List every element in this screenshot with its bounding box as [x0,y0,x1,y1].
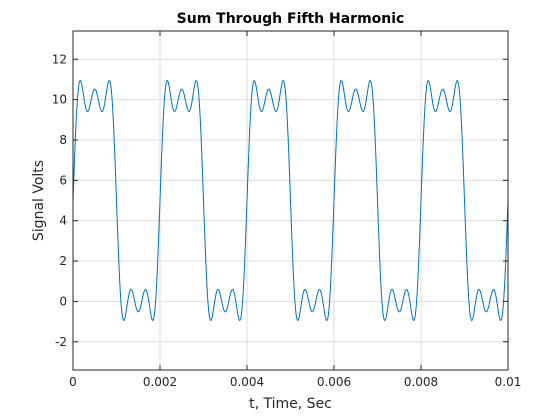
y-tick-label: 2 [59,254,67,268]
x-tick-label: 0.004 [230,375,264,389]
x-tick-label: 0 [69,375,77,389]
y-axis-label: Signal Volts [31,160,47,241]
ticks: 0 0.002 0.004 0.006 0.008 0.01 -2 0 2 4 6 8 10 12 [52,31,522,389]
x-tick-label: 0.01 [495,375,522,389]
x-tick-label: 0.006 [317,375,351,389]
x-axis-label: t, Time, Sec [249,396,332,412]
y-tick-label: 12 [52,52,67,66]
y-tick-label: 0 [59,294,67,308]
y-tick-label: 10 [52,93,67,107]
y-tick-label: 8 [59,133,67,147]
x-tick-label: 0.008 [404,375,438,389]
y-tick-label: 4 [59,214,67,228]
series-line [72,80,509,321]
chart-title: Sum Through Fifth Harmonic [177,11,405,27]
y-tick-label: -2 [55,335,67,349]
x-tick-label: 0.002 [143,375,177,389]
y-tick-label: 6 [59,173,67,187]
plot-frame [72,30,509,371]
